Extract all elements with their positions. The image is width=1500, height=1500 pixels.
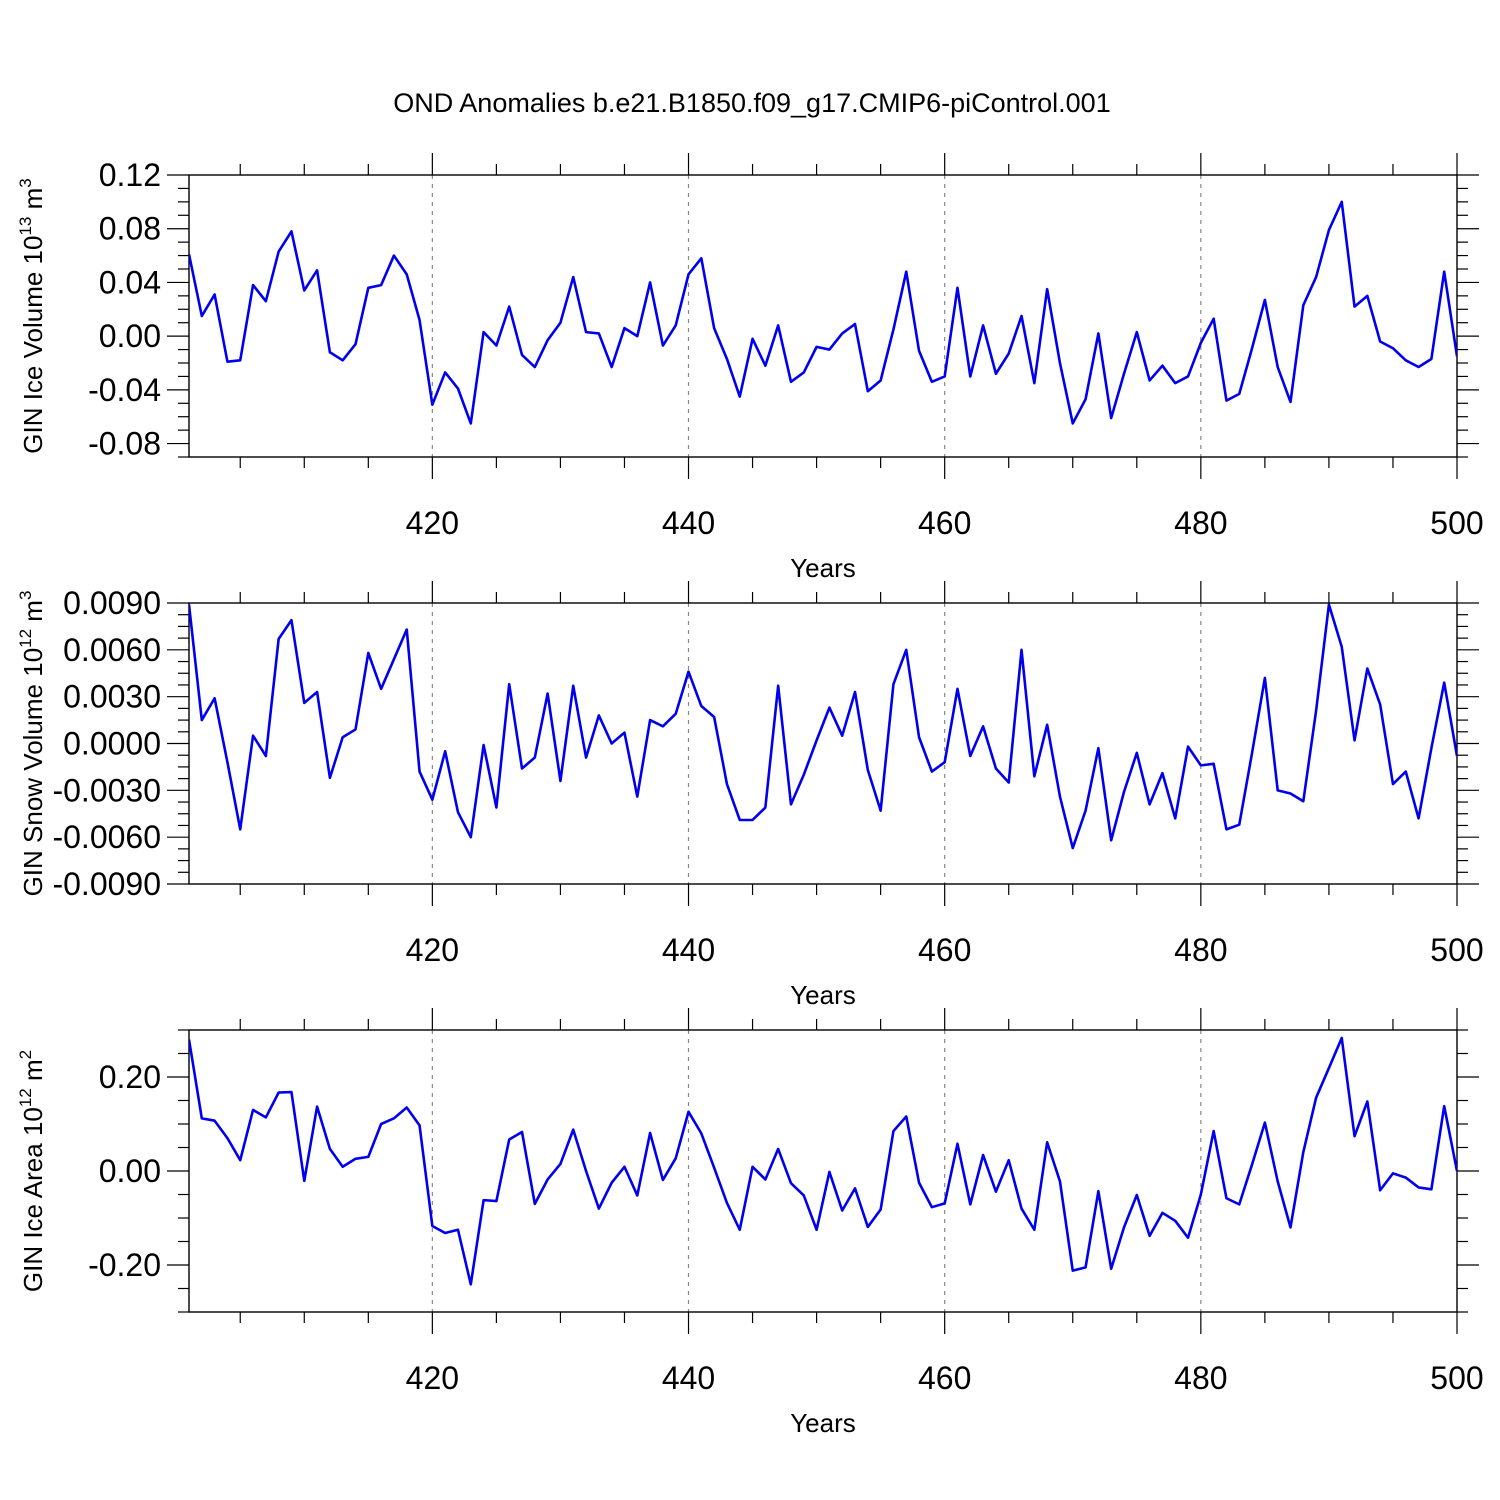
y-tick-label: 0.04 [99, 264, 161, 300]
y-tick-label: -0.0090 [52, 866, 161, 902]
x-tick-label: 480 [1174, 1360, 1227, 1396]
y-tick-label: -0.04 [88, 372, 161, 408]
x-tick-label: 500 [1430, 505, 1483, 541]
y-axis-label: GIN Ice Volume 1013 m3 [16, 178, 48, 454]
panel-3: 0.20 0.00 -0.20 420 440 460 480 500 Years GIN Ice… [16, 1008, 1484, 1438]
y-tick-label: 0.0060 [63, 632, 161, 668]
plot-frame [188, 602, 1458, 885]
y-tick-label: 0.0030 [63, 679, 161, 715]
y-tick-label: -0.0030 [52, 772, 161, 808]
series-line [189, 1036, 1457, 1286]
x-tick-label: 500 [1430, 1360, 1483, 1396]
x-axis-label: Years [790, 553, 856, 583]
y-tick-label: -0.20 [88, 1247, 161, 1283]
y-axis-label: GIN Ice Area 1012 m2 [16, 1050, 48, 1292]
y-tick-label: 0.0090 [63, 585, 161, 621]
x-tick-label: 420 [406, 505, 459, 541]
y-tick-label: 0.20 [99, 1059, 161, 1095]
x-tick-label: 480 [1174, 932, 1227, 968]
y-tick-label: 0.12 [99, 157, 161, 193]
panel-2: 0.0090 0.0060 0.0030 0.0000 -0.0030 -0.0060 -0… [16, 581, 1484, 1010]
x-tick-label: 420 [406, 932, 459, 968]
x-tick-label: 420 [406, 1360, 459, 1396]
x-tick-label: 500 [1430, 932, 1483, 968]
x-tick-label: 460 [918, 1360, 971, 1396]
x-tick-label: 460 [918, 932, 971, 968]
panel-1: 0.12 0.08 0.04 0.00 -0.04 -0.08 420 440 460 480 50… [16, 153, 1484, 583]
series-line [189, 200, 1457, 425]
y-tick-label: 0.0000 [63, 726, 161, 762]
x-tick-label: 460 [918, 505, 971, 541]
y-tick-label: -0.08 [88, 426, 161, 462]
x-axis-label: Years [790, 980, 856, 1010]
x-tick-label: 480 [1174, 505, 1227, 541]
x-axis-label: Years [790, 1408, 856, 1438]
x-tick-label: 440 [662, 932, 715, 968]
panels: 0.12 0.08 0.04 0.00 -0.04 -0.08 420 440 460 480 50… [16, 153, 1484, 1438]
chart-title: OND Anomalies b.e21.B1850.f09_g17.CMIP6-… [393, 88, 1110, 118]
x-tick-label: 440 [662, 1360, 715, 1396]
x-tick-label: 440 [662, 505, 715, 541]
y-tick-label: 0.00 [99, 318, 161, 354]
y-tick-label: 0.00 [99, 1153, 161, 1189]
series-line [189, 603, 1457, 850]
y-axis-label: GIN Snow Volume 1012 m3 [16, 591, 48, 897]
plot-frame [188, 1029, 1458, 1313]
y-tick-label: 0.08 [99, 211, 161, 247]
y-tick-label: -0.0060 [52, 819, 161, 855]
plot-frame [188, 174, 1458, 458]
